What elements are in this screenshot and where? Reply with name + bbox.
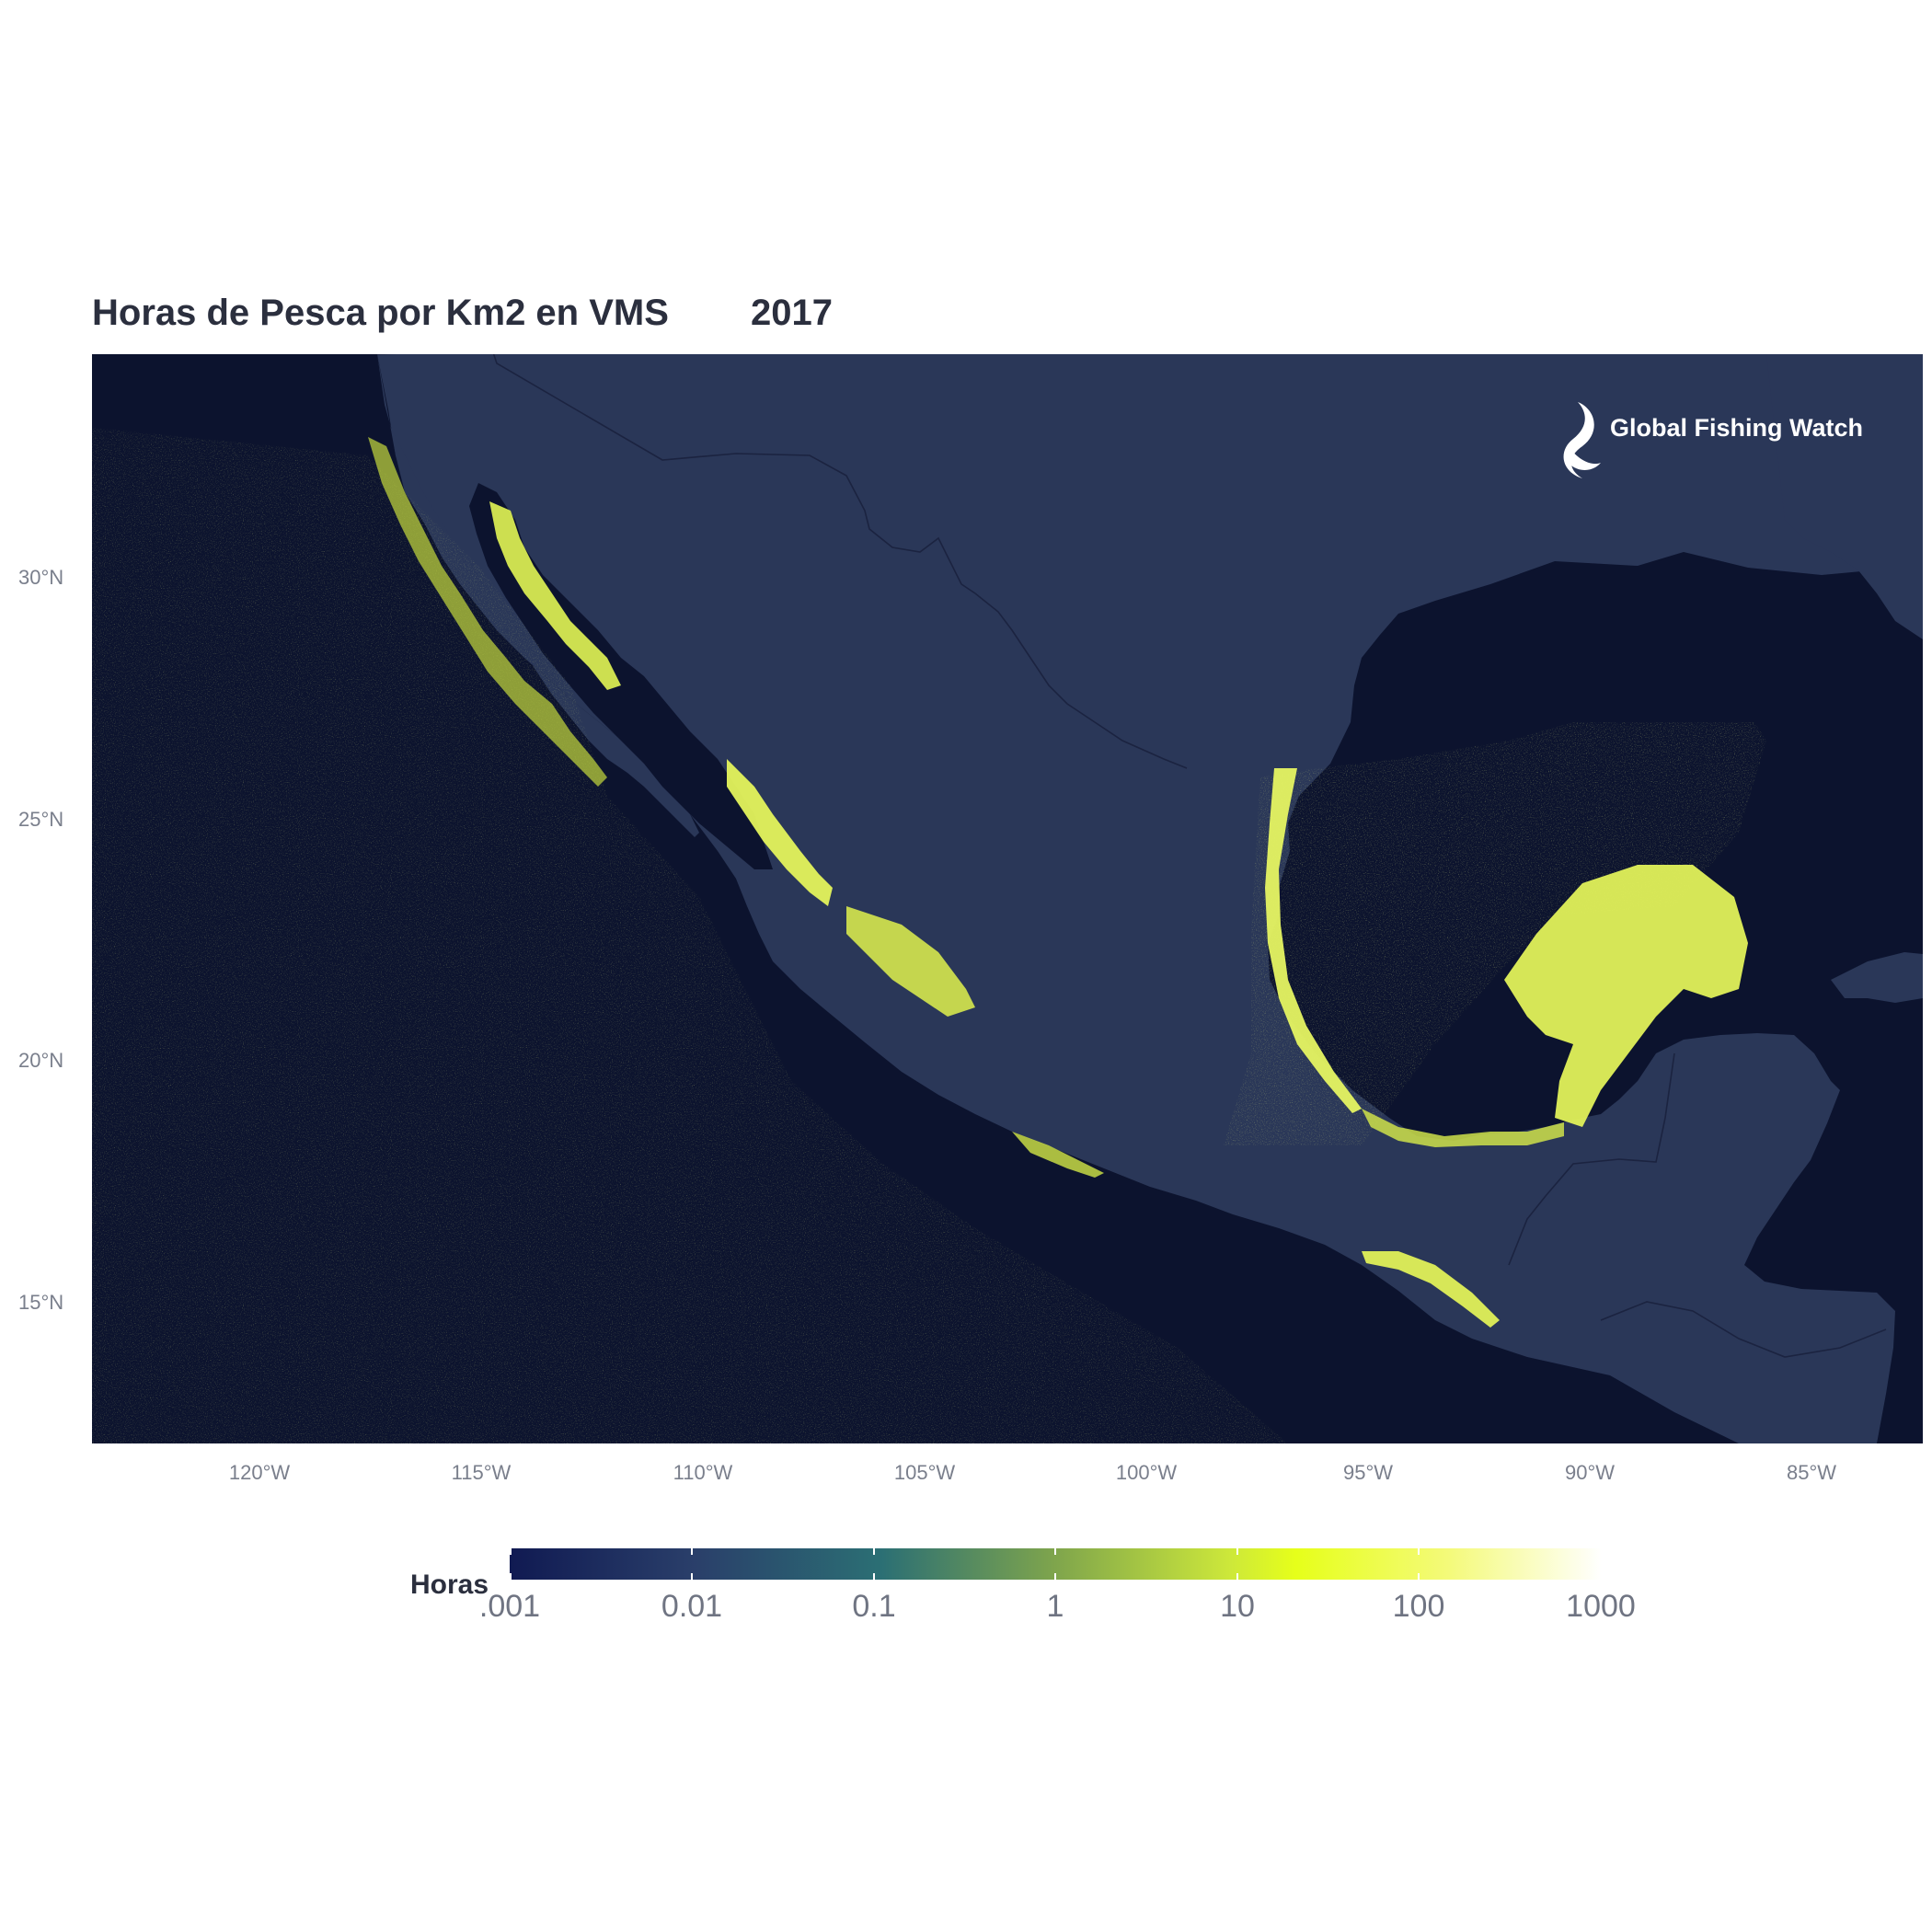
lat-label-30: 30°N xyxy=(18,566,64,589)
land-mainland xyxy=(377,354,1923,1443)
lat-label-20: 20°N xyxy=(18,1049,64,1072)
lat-label-15: 15°N xyxy=(18,1291,64,1314)
hotspot-pacific-west-coast xyxy=(368,437,607,787)
hotspot-campeche-bank xyxy=(1504,865,1748,1127)
legend-colorbar xyxy=(510,1548,1602,1580)
gfw-logo-text: Global Fishing Watch xyxy=(1610,414,1863,442)
land-florida xyxy=(1766,354,1923,639)
hotspot-gulf-south-coast xyxy=(1362,1109,1564,1147)
lon-label-120: 120°W xyxy=(228,1461,291,1484)
lat-label-25: 25°N xyxy=(18,808,64,831)
lon-label-95: 95°W xyxy=(1342,1461,1394,1484)
gulf-of-california xyxy=(469,483,773,869)
hotspot-south-pacific-coast xyxy=(1012,1132,1104,1178)
map-panel xyxy=(92,354,1923,1443)
lon-label-100: 100°W xyxy=(1115,1461,1178,1484)
map-title: Horas de Pesca por Km2 en VMS xyxy=(92,292,669,333)
border-guatemala xyxy=(1508,1052,1675,1266)
land-cuba xyxy=(1831,952,1923,1003)
hotspot-sinaloa-coast xyxy=(727,759,833,906)
fishing-hotspots xyxy=(368,437,1748,1328)
map-year: 2017 xyxy=(751,293,833,333)
legend-tick-0001: .001 xyxy=(478,1589,541,1624)
hotspot-nayarit-coast xyxy=(846,906,975,1017)
hotspot-upper-gulf-california xyxy=(489,501,621,690)
legend-tick-1000: 1000 xyxy=(1566,1589,1636,1624)
border-central-america xyxy=(1600,1301,1887,1358)
map-canvas xyxy=(92,354,1923,1443)
legend-tick-01: 0.1 xyxy=(852,1589,896,1624)
hotspot-tamaulipas-veracruz xyxy=(1265,768,1362,1113)
lon-label-115: 115°W xyxy=(451,1461,512,1484)
gfw-logo: Global Fishing Watch xyxy=(1610,414,1863,443)
lon-label-85: 85°W xyxy=(1786,1461,1837,1484)
lon-label-110: 110°W xyxy=(673,1461,733,1484)
lon-label-105: 105°W xyxy=(893,1461,956,1484)
legend-tick-001: 0.01 xyxy=(661,1589,723,1624)
legend-tick-10: 10 xyxy=(1220,1589,1255,1624)
border-usa-mexico xyxy=(377,354,1188,769)
legend-tick-1: 1 xyxy=(1046,1589,1064,1624)
gfw-logo-icon xyxy=(1563,402,1601,478)
lon-label-90: 90°W xyxy=(1564,1461,1616,1484)
hotspot-tehuantepec xyxy=(1362,1251,1500,1328)
legend-title: Horas xyxy=(410,1570,489,1600)
legend-tick-100: 100 xyxy=(1392,1589,1445,1624)
